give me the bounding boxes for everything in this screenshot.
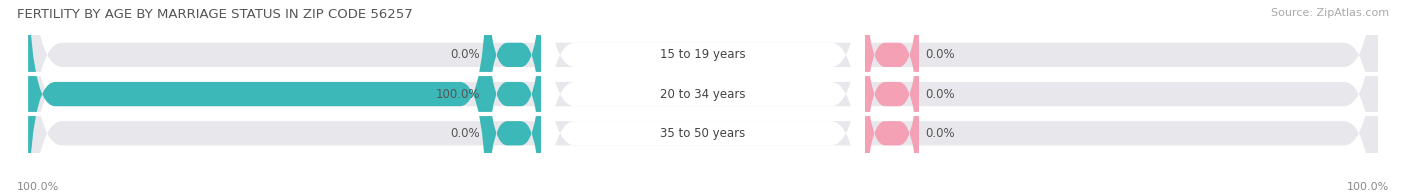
FancyBboxPatch shape xyxy=(541,0,865,196)
FancyBboxPatch shape xyxy=(486,28,541,196)
FancyBboxPatch shape xyxy=(865,0,920,160)
Text: 0.0%: 0.0% xyxy=(925,88,955,101)
FancyBboxPatch shape xyxy=(486,0,541,160)
FancyBboxPatch shape xyxy=(541,0,865,196)
FancyBboxPatch shape xyxy=(865,0,920,196)
Text: 35 to 50 years: 35 to 50 years xyxy=(661,127,745,140)
Text: 100.0%: 100.0% xyxy=(17,182,59,192)
Text: 0.0%: 0.0% xyxy=(451,48,481,61)
FancyBboxPatch shape xyxy=(865,28,920,196)
Text: 15 to 19 years: 15 to 19 years xyxy=(661,48,745,61)
Text: 100.0%: 100.0% xyxy=(436,88,481,101)
FancyBboxPatch shape xyxy=(28,0,1378,196)
FancyBboxPatch shape xyxy=(28,0,1378,196)
Text: 100.0%: 100.0% xyxy=(1347,182,1389,192)
Text: FERTILITY BY AGE BY MARRIAGE STATUS IN ZIP CODE 56257: FERTILITY BY AGE BY MARRIAGE STATUS IN Z… xyxy=(17,8,412,21)
Text: 0.0%: 0.0% xyxy=(925,48,955,61)
Text: 0.0%: 0.0% xyxy=(451,127,481,140)
Text: Source: ZipAtlas.com: Source: ZipAtlas.com xyxy=(1271,8,1389,18)
FancyBboxPatch shape xyxy=(486,0,541,196)
FancyBboxPatch shape xyxy=(541,0,865,196)
FancyBboxPatch shape xyxy=(28,0,1378,196)
FancyBboxPatch shape xyxy=(28,0,486,196)
Text: 0.0%: 0.0% xyxy=(925,127,955,140)
Text: 20 to 34 years: 20 to 34 years xyxy=(661,88,745,101)
